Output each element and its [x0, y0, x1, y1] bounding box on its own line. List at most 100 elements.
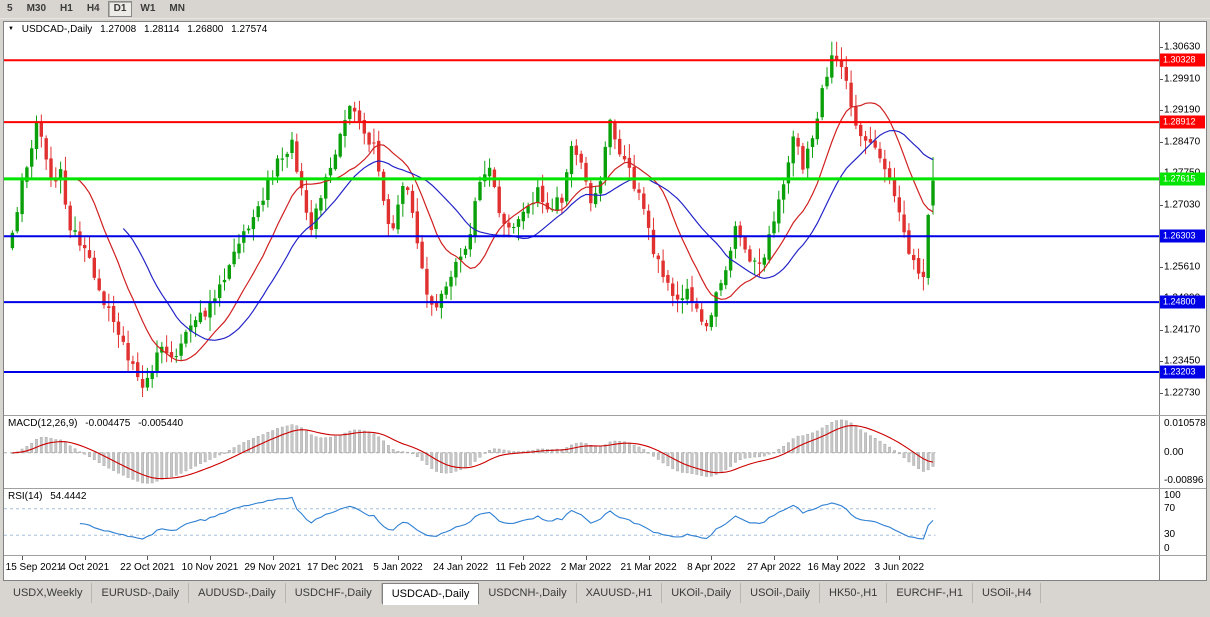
date-label: 15 Sep 2021	[5, 562, 63, 573]
chart-tabbar: USDX,Weekly EURUSD-,Daily AUDUSD-,Daily USD…	[0, 581, 1210, 617]
price-tick-mark	[1160, 141, 1163, 143]
date-label: 17 Dec 2021	[307, 562, 364, 573]
date-label: 11 Feb 2022	[495, 562, 552, 573]
price-tick-mark	[1160, 392, 1163, 394]
chart-tab-usdcnh-daily[interactable]: USDCNH-,Daily	[479, 583, 577, 603]
timeframe-button-h4[interactable]: H4	[86, 3, 100, 14]
price-tick-mark	[1160, 204, 1163, 206]
date-tick-mark	[335, 556, 337, 560]
chart-tab-eurusd-daily[interactable]: EURUSD-,Daily	[92, 583, 190, 603]
rsi-chart	[4, 496, 936, 540]
timeframe-button-h1[interactable]: H1	[60, 3, 73, 14]
date-label: 29 Nov 2021	[244, 562, 302, 573]
macd-axis-label: 0.00	[1164, 446, 1184, 458]
date-label: 10 Nov 2021	[181, 562, 239, 573]
quote-open: 1.27008	[100, 24, 137, 35]
quote-close: 1.27574	[231, 24, 268, 35]
rsi-plot[interactable]: RSI(14) 54.4442	[4, 489, 1159, 555]
date-label: 24 Jan 2022	[433, 562, 489, 573]
chart-tab-usoil-h4[interactable]: USOil-,H4	[973, 583, 1042, 603]
price-tick-label: 1.24170	[1164, 324, 1201, 336]
timeframe-button-mn[interactable]: MN	[169, 3, 185, 14]
price-plot[interactable]: ▼ USDCAD-,Daily 1.27008 1.28114 1.26800 …	[4, 22, 1159, 415]
date-tick-mark	[899, 556, 901, 560]
symbol-period-label: USDCAD-,Daily	[21, 24, 93, 35]
date-tick-mark	[523, 556, 525, 560]
date-tick-mark	[147, 556, 149, 560]
macd-label: MACD(12,26,9) -0.004475 -0.005440	[8, 418, 188, 429]
rsi-value: 54.4442	[50, 491, 87, 502]
chart-tab-usdcad-daily[interactable]: USDCAD-,Daily	[381, 583, 480, 605]
date-label: 4 Oct 2021	[60, 562, 110, 573]
chart-title: ▼ USDCAD-,Daily 1.27008 1.28114 1.26800 …	[8, 24, 272, 35]
macd-plot[interactable]: MACD(12,26,9) -0.004475 -0.005440	[4, 416, 1159, 488]
date-label: 27 Apr 2022	[747, 562, 801, 573]
rsi-axis-label: 100	[1164, 490, 1181, 501]
date-tick-mark	[586, 556, 587, 560]
chart-tab-audusd-daily[interactable]: AUDUSD-,Daily	[189, 583, 286, 603]
date-tick-mark	[836, 556, 838, 560]
date-tick-mark	[648, 556, 650, 560]
candlestick-chart	[4, 41, 1159, 397]
price-tick-label: 1.29190	[1164, 104, 1201, 116]
quote-low: 1.26800	[187, 24, 224, 35]
rsi-axis: 100 70 30 0	[1159, 489, 1206, 555]
chart-window: ▼ USDCAD-,Daily 1.27008 1.28114 1.26800 …	[3, 21, 1207, 581]
chart-tab-hk50-h1[interactable]: HK50-,H1	[820, 583, 888, 603]
price-level-badge: 1.24800	[1160, 295, 1205, 309]
price-tick-mark	[1160, 78, 1163, 80]
date-axis[interactable]: 15 Sep 2021 4 Oct 2021 22 Oct 2021 10 Nov 2…	[4, 556, 1159, 580]
timeframe-button-d1[interactable]: D1	[107, 1, 133, 17]
price-tick-label: 1.28470	[1164, 136, 1201, 147]
moving-average-13	[70, 102, 934, 362]
date-tick-mark	[774, 556, 775, 560]
date-axis-pane: 15 Sep 2021 4 Oct 2021 22 Oct 2021 10 Nov 2…	[4, 555, 1206, 580]
timeframe-button-5[interactable]: 5	[7, 3, 13, 14]
chart-title-arrow-icon: ▼	[8, 26, 14, 32]
price-level-badge: 1.28912	[1160, 115, 1205, 129]
timeframe-button-w1[interactable]: W1	[140, 3, 156, 14]
date-label: 16 May 2022	[807, 562, 866, 573]
chart-tab-eurchf-h1[interactable]: EURCHF-,H1	[887, 583, 973, 603]
timeframe-toolbar: 5 M30 H1 H4 D1 W1 MN	[0, 0, 1210, 19]
date-tick-mark	[22, 556, 24, 560]
date-label: 3 Jun 2022	[874, 562, 925, 573]
quote-high: 1.28114	[144, 24, 180, 35]
timeframe-button-m30[interactable]: M30	[26, 3, 47, 14]
macd-signal-value: -0.005440	[138, 418, 184, 429]
chart-tab-xauusd-h1[interactable]: XAUUSD-,H1	[577, 583, 663, 603]
date-label: 22 Oct 2021	[120, 562, 175, 573]
date-tick-mark	[711, 556, 713, 560]
axis-corner	[1159, 556, 1206, 580]
rsi-axis-label: 70	[1164, 502, 1176, 514]
chart-tab-usdx-weekly[interactable]: USDX,Weekly	[4, 583, 93, 603]
date-label: 5 Jan 2022	[373, 562, 423, 573]
price-level-badge: 1.26303	[1160, 229, 1205, 243]
macd-chart	[4, 419, 936, 484]
chart-tab-usdchf-daily[interactable]: USDCHF-,Daily	[286, 583, 382, 603]
macd-signal-line	[12, 425, 934, 480]
price-tick-label: 1.30630	[1164, 41, 1201, 53]
candles	[10, 41, 935, 397]
chart-tab-usoil-daily[interactable]: USOil-,Daily	[741, 583, 821, 603]
price-tick-label: 1.29910	[1164, 73, 1201, 84]
rsi-pane: RSI(14) 54.4442 100 70 30 0	[4, 488, 1206, 555]
date-tick-mark	[84, 556, 86, 560]
rsi-label: RSI(14) 54.4442	[8, 491, 91, 502]
macd-axis-label: 0.010578	[1164, 418, 1206, 429]
chart-tab-ukoil-daily[interactable]: UKOil-,Daily	[662, 583, 742, 603]
price-tick-label: 1.25610	[1164, 261, 1201, 273]
rsi-axis-label: 30	[1164, 529, 1176, 541]
price-level-badge: 1.27615	[1160, 172, 1205, 186]
price-axis[interactable]: 1.306301.299101.291901.284701.277501.270…	[1159, 22, 1206, 415]
price-tick-mark	[1160, 266, 1163, 268]
price-tick-mark	[1160, 110, 1163, 111]
date-tick-mark	[460, 556, 462, 560]
price-tick-mark	[1160, 361, 1163, 363]
macd-pane: MACD(12,26,9) -0.004475 -0.005440 0.0105…	[4, 415, 1206, 488]
macd-main-value: -0.004475	[85, 418, 131, 429]
price-level-badge: 1.30328	[1160, 53, 1205, 67]
rsi-axis-label: 0	[1164, 543, 1170, 554]
date-label: 21 Mar 2022	[620, 562, 677, 573]
price-tick-mark	[1160, 329, 1163, 331]
